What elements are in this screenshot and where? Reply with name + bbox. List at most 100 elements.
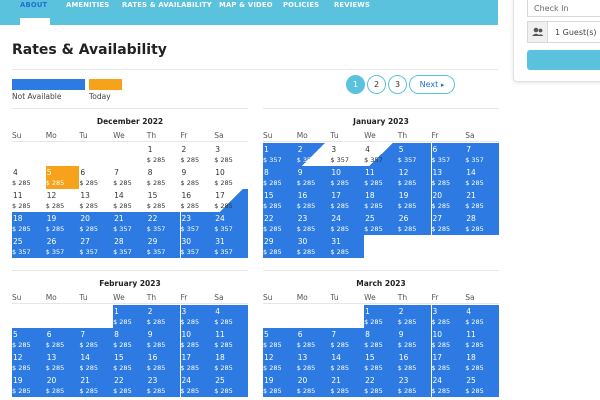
calendar-day-cell[interactable]: 25 $ 285 <box>465 374 499 397</box>
calendar-day-cell[interactable]: 14 $ 285 <box>79 351 114 374</box>
calendar-day-cell[interactable]: 15 $ 285 <box>113 351 147 374</box>
calendar-day-cell[interactable]: 3 $ 357 <box>330 143 364 166</box>
guests-select[interactable]: 1 Guest(s) <box>527 21 600 43</box>
calendar-day-cell[interactable]: 19 $ 285 <box>45 212 80 235</box>
calendar-day-cell[interactable]: 16 $ 285 <box>181 189 215 212</box>
calendar-day-cell[interactable]: 17 $ 285 <box>330 189 365 212</box>
calendar-day-cell[interactable]: 24 $ 285 <box>330 212 365 235</box>
calendar-day-cell[interactable]: 14 $ 285 <box>330 351 365 374</box>
calendar-day-cell[interactable]: 9 $ 285 <box>296 166 331 189</box>
calendar-day-cell[interactable]: 16 $ 285 <box>397 351 432 374</box>
calendar-day-cell[interactable]: 11 $ 285 <box>12 189 46 212</box>
calendar-day-cell[interactable]: 3 $ 285 <box>180 305 215 328</box>
calendar-day-cell[interactable]: 26 $ 357 <box>45 235 80 258</box>
next-button[interactable]: Next ▸ <box>409 75 455 94</box>
calendar-day-cell[interactable]: 22 $ 357 <box>146 212 181 235</box>
check-in-field[interactable]: Check In <box>527 0 600 17</box>
calendar-day-cell[interactable]: 11 $ 285 <box>465 328 499 351</box>
calendar-day-cell[interactable]: 1 $ 357 <box>263 143 297 166</box>
calendar-day-cell[interactable]: 7 $ 285 <box>113 166 147 189</box>
calendar-day-cell[interactable]: 19 $ 285 <box>397 189 432 212</box>
calendar-day-cell[interactable]: 30 $ 357 <box>180 235 215 258</box>
calendar-day-cell[interactable]: 31 $ 357 <box>214 235 248 258</box>
calendar-day-cell[interactable]: 20 $ 285 <box>45 374 80 397</box>
calendar-day-cell[interactable]: 17 $ 285 <box>431 351 466 374</box>
calendar-day-cell[interactable]: 5 $ 285 <box>263 328 297 351</box>
calendar-day-cell[interactable]: 20 $ 285 <box>296 374 331 397</box>
calendar-day-cell[interactable]: 18 $ 285 <box>364 189 398 212</box>
calendar-day-cell[interactable]: 6 $ 357 <box>431 143 466 166</box>
calendar-day-cell[interactable]: 13 $ 285 <box>45 351 80 374</box>
calendar-day-cell[interactable]: 22 $ 285 <box>263 212 297 235</box>
calendar-day-cell[interactable]: 17 $ 285 <box>180 351 215 374</box>
calendar-day-cell[interactable]: 7 $ 285 <box>79 328 114 351</box>
calendar-day-cell[interactable]: 21 $ 285 <box>465 189 499 212</box>
calendar-day-cell[interactable]: 5 $ 285 <box>45 166 80 189</box>
calendar-day-cell[interactable]: 25 $ 285 <box>214 374 248 397</box>
calendar-day-cell[interactable]: 11 $ 285 <box>214 328 248 351</box>
calendar-day-cell[interactable]: 4 $ 285 <box>214 305 248 328</box>
calendar-day-cell[interactable]: 3 $ 285 <box>214 143 248 166</box>
calendar-day-cell[interactable]: 10 $ 285 <box>330 166 365 189</box>
calendar-day-cell[interactable]: 10 $ 285 <box>180 328 215 351</box>
calendar-day-cell[interactable]: 27 $ 357 <box>79 235 114 258</box>
calendar-day-cell[interactable]: 20 $ 285 <box>79 212 114 235</box>
calendar-day-cell[interactable]: 7 $ 357 <box>465 143 499 166</box>
calendar-day-cell[interactable]: 27 $ 285 <box>431 212 466 235</box>
tab-reviews[interactable]: REVIEWS <box>334 1 371 9</box>
calendar-day-cell[interactable]: 14 $ 285 <box>113 189 147 212</box>
calendar-day-cell[interactable]: 6 $ 285 <box>79 166 113 189</box>
calendar-day-cell[interactable]: 10 $ 285 <box>214 166 248 189</box>
calendar-day-cell[interactable]: 19 $ 285 <box>263 374 297 397</box>
calendar-day-cell[interactable]: 9 $ 285 <box>146 328 181 351</box>
calendar-day-cell[interactable]: 13 $ 285 <box>79 189 113 212</box>
calendar-day-cell[interactable]: 16 $ 285 <box>146 351 181 374</box>
calendar-day-cell[interactable]: 29 $ 357 <box>146 235 181 258</box>
calendar-day-cell[interactable]: 2 $ 357 <box>296 143 331 166</box>
calendar-day-cell[interactable]: 24 $ 285 <box>180 374 215 397</box>
page-2-button[interactable]: 2 <box>367 75 386 94</box>
calendar-day-cell[interactable]: 18 $ 285 <box>214 351 248 374</box>
calendar-day-cell[interactable]: 17 $ 285 <box>214 189 248 212</box>
calendar-day-cell[interactable]: 5 $ 357 <box>397 143 432 166</box>
calendar-day-cell[interactable]: 1 $ 285 <box>113 305 147 328</box>
calendar-day-cell[interactable]: 3 $ 285 <box>431 305 466 328</box>
calendar-day-cell[interactable]: 10 $ 285 <box>431 328 466 351</box>
tab-policies[interactable]: POLICIES <box>283 1 320 9</box>
calendar-day-cell[interactable]: 6 $ 285 <box>296 328 331 351</box>
calendar-day-cell[interactable]: 23 $ 285 <box>296 212 331 235</box>
calendar-day-cell[interactable]: 21 $ 285 <box>330 374 365 397</box>
page-1-button[interactable]: 1 <box>346 75 365 94</box>
calendar-day-cell[interactable]: 4 $ 357 <box>364 143 398 166</box>
calendar-day-cell[interactable]: 7 $ 285 <box>330 328 365 351</box>
tab-amenities[interactable]: AMENITIES <box>66 1 110 9</box>
calendar-day-cell[interactable]: 9 $ 285 <box>181 166 215 189</box>
calendar-day-cell[interactable]: 8 $ 285 <box>113 328 147 351</box>
calendar-day-cell[interactable]: 15 $ 285 <box>263 189 297 212</box>
calendar-day-cell[interactable]: 30 $ 285 <box>296 235 331 258</box>
calendar-day-cell[interactable]: 14 $ 285 <box>465 166 499 189</box>
tab-about[interactable]: ABOUT <box>20 1 48 9</box>
calendar-day-cell[interactable]: 29 $ 285 <box>263 235 297 258</box>
calendar-day-cell[interactable]: 11 $ 285 <box>364 166 398 189</box>
calendar-day-cell[interactable]: 4 $ 285 <box>12 166 46 189</box>
calendar-day-cell[interactable]: 26 $ 285 <box>397 212 432 235</box>
calendar-day-cell[interactable]: 31 $ 285 <box>330 235 365 258</box>
calendar-day-cell[interactable]: 15 $ 285 <box>147 189 181 212</box>
search-button[interactable] <box>527 50 600 70</box>
calendar-day-cell[interactable]: 12 $ 285 <box>263 351 297 374</box>
calendar-day-cell[interactable]: 1 $ 285 <box>364 305 398 328</box>
calendar-day-cell[interactable]: 2 $ 285 <box>146 305 181 328</box>
calendar-day-cell[interactable]: 12 $ 285 <box>46 189 80 212</box>
calendar-day-cell[interactable]: 20 $ 285 <box>431 189 466 212</box>
calendar-day-cell[interactable]: 23 $ 285 <box>397 374 432 397</box>
calendar-day-cell[interactable]: 13 $ 285 <box>431 166 466 189</box>
calendar-day-cell[interactable]: 8 $ 285 <box>263 166 297 189</box>
calendar-day-cell[interactable]: 18 $ 285 <box>12 212 46 235</box>
calendar-day-cell[interactable]: 13 $ 285 <box>296 351 331 374</box>
calendar-day-cell[interactable]: 2 $ 285 <box>397 305 432 328</box>
tab-rates-availability[interactable]: RATES & AVAILABILITY <box>122 1 212 9</box>
calendar-day-cell[interactable]: 8 $ 285 <box>364 328 398 351</box>
calendar-day-cell[interactable]: 22 $ 285 <box>364 374 398 397</box>
calendar-day-cell[interactable]: 25 $ 285 <box>364 212 398 235</box>
